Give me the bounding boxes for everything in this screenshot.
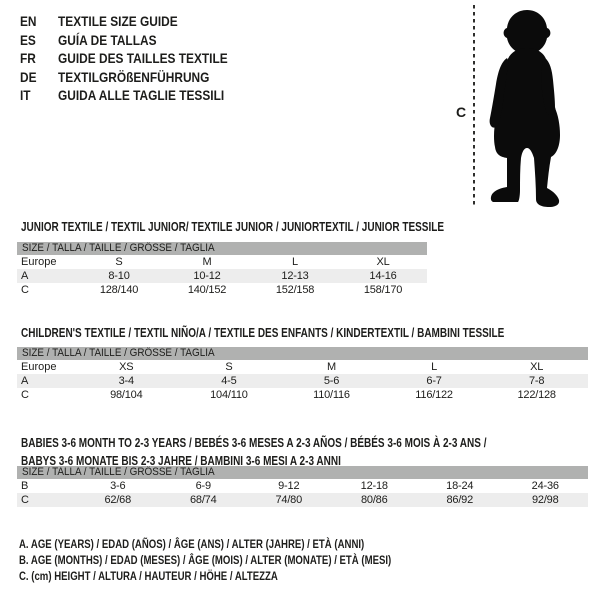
age-cell: 3-4 <box>118 375 135 387</box>
size-cell: S <box>225 361 233 373</box>
table-row-height: C 62/68 68/74 74/80 80/86 86/92 92/98 <box>17 493 588 507</box>
language-label: GUÍA DE TALLAS <box>58 31 157 48</box>
language-row-de: DE TEXTILGRÖßENFÜHRUNG <box>20 68 258 87</box>
language-code: DE <box>20 68 37 85</box>
row-label: Europe <box>21 256 57 268</box>
language-row-fr: FR GUIDE DES TAILLES TEXTILE <box>20 49 258 68</box>
age-cell: 8-10 <box>108 270 130 282</box>
babies-size-table: SIZE / TALLA / TAILLE / GRÖSSE / TAGLIA … <box>17 466 588 507</box>
size-cell: S <box>115 256 123 268</box>
row-label: A <box>21 270 29 282</box>
size-cell: M <box>327 361 336 373</box>
age-cell: 4-5 <box>221 375 237 387</box>
language-legend: EN TEXTILE SIZE GUIDE ES GUÍA DE TALLAS … <box>20 12 258 105</box>
age-cell: 5-6 <box>323 375 340 387</box>
table-row-height: C 98/104 104/110 110/116 116/122 122/128 <box>17 388 588 402</box>
language-label: GUIDA ALLE TAGLIE TESSILI <box>58 87 225 103</box>
legend-footnotes: A. AGE (YEARS) / EDAD (AÑOS) / ÂGE (ANS)… <box>19 536 484 584</box>
height-cell: 140/152 <box>187 284 227 296</box>
height-cell: 86/92 <box>446 494 474 506</box>
language-label: TEXTILGRÖßENFÜHRUNG <box>58 68 210 85</box>
height-measure-label: C <box>456 104 467 120</box>
size-cell: XL <box>376 256 390 268</box>
language-code: FR <box>20 50 36 66</box>
row-label: Europe <box>21 361 57 373</box>
age-cell: 24-36 <box>531 480 559 492</box>
height-cell: 104/110 <box>210 389 248 401</box>
height-cell: 116/122 <box>415 389 453 401</box>
height-cell: 92/98 <box>531 494 559 506</box>
size-header-bar: SIZE / TALLA / TAILLE / GRÖSSE / TAGLIA <box>17 242 427 255</box>
children-table-title: CHILDREN'S TEXTILE / TEXTIL NIÑO/A / TEX… <box>21 326 505 341</box>
language-row-es: ES GUÍA DE TALLAS <box>20 31 258 50</box>
size-cell: XS <box>119 361 134 373</box>
height-measure-line <box>473 5 475 208</box>
language-row-it: IT GUIDA ALLE TAGLIE TESSILI <box>20 86 258 105</box>
table-row-height: C 128/140 140/152 152/158 158/170 <box>17 283 427 297</box>
language-row-en: EN TEXTILE SIZE GUIDE <box>20 12 258 31</box>
height-cell: 158/170 <box>363 284 403 296</box>
age-cell: 12-13 <box>281 270 309 282</box>
children-size-table: SIZE / TALLA / TAILLE / GRÖSSE / TAGLIA … <box>17 347 588 402</box>
age-cell: 12-18 <box>360 480 388 492</box>
babies-table-title: BABIES 3-6 MONTH TO 2-3 YEARS / BEBÉS 3-… <box>21 436 487 469</box>
size-cell: XL <box>530 361 544 373</box>
height-cell: 62/68 <box>104 494 132 506</box>
language-label: TEXTILE SIZE GUIDE <box>58 13 178 29</box>
table-row-age-months: B 3-6 6-9 9-12 12-18 18-24 24-36 <box>17 479 588 493</box>
row-label: B <box>21 480 29 492</box>
age-cell: 18-24 <box>446 480 474 492</box>
height-cell: 110/116 <box>313 389 350 401</box>
size-header-bar: SIZE / TALLA / TAILLE / GRÖSSE / TAGLIA <box>17 466 588 479</box>
language-code: IT <box>20 87 31 103</box>
age-cell: 3-6 <box>110 480 126 492</box>
age-cell: 14-16 <box>369 270 397 282</box>
row-label: C <box>21 389 29 401</box>
footnote-age-months: B. AGE (MONTHS) / EDAD (MESES) / ÂGE (MO… <box>19 553 392 567</box>
row-label: A <box>21 375 29 387</box>
junior-size-table: SIZE / TALLA / TAILLE / GRÖSSE / TAGLIA … <box>17 242 427 297</box>
age-cell: 6-7 <box>426 375 442 387</box>
table-row-age: A 8-10 10-12 12-13 14-16 <box>17 269 427 283</box>
language-code: EN <box>20 13 37 29</box>
row-label: C <box>21 494 29 506</box>
age-cell: 10-12 <box>193 270 221 282</box>
height-cell: 152/158 <box>275 284 315 296</box>
footnote-age-years: A. AGE (YEARS) / EDAD (AÑOS) / ÂGE (ANS)… <box>19 537 365 551</box>
height-cell: 98/104 <box>110 389 143 401</box>
junior-table-title: JUNIOR TEXTILE / TEXTIL JUNIOR/ TEXTILE … <box>21 220 445 235</box>
footnote-height-cm: C. (cm) HEIGHT / ALTURA / HAUTEUR / HÖHE… <box>19 569 278 583</box>
height-cell: 122/128 <box>517 389 556 401</box>
size-cell: M <box>202 256 212 268</box>
age-cell: 7-8 <box>529 375 545 387</box>
height-cell: 128/140 <box>99 284 139 296</box>
age-cell: 6-9 <box>195 480 212 492</box>
size-cell: L <box>431 361 438 373</box>
table-row-europe: Europe XS S M L XL <box>17 360 588 374</box>
row-label: C <box>21 284 29 296</box>
table-row-europe: Europe S M L XL <box>17 255 427 269</box>
baby-silhouette-icon <box>489 10 560 207</box>
size-cell: L <box>292 256 298 268</box>
language-code: ES <box>20 31 36 48</box>
height-cell: 68/74 <box>189 494 217 506</box>
age-cell: 9-12 <box>278 480 300 492</box>
language-label: GUIDE DES TAILLES TEXTILE <box>58 50 228 66</box>
height-cell: 74/80 <box>275 494 303 506</box>
height-cell: 80/86 <box>360 494 388 506</box>
table-row-age: A 3-4 4-5 5-6 6-7 7-8 <box>17 374 588 388</box>
size-header-bar: SIZE / TALLA / TAILLE / GRÖSSE / TAGLIA <box>17 347 588 360</box>
